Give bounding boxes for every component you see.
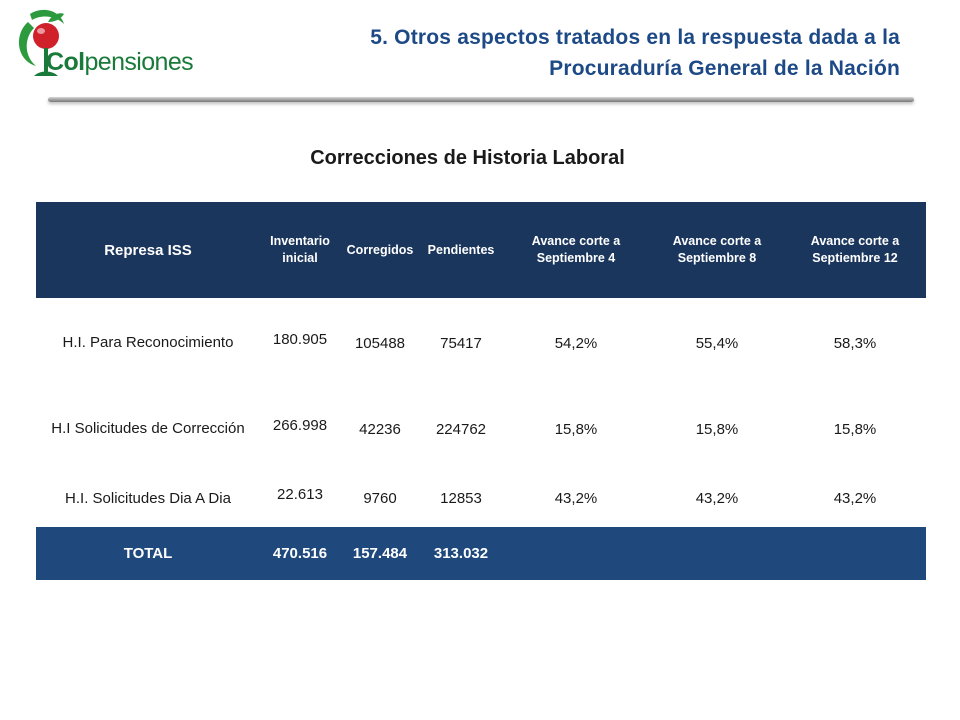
section-title: Correcciones de Historia Laboral [310,147,625,169]
page-title: 5. Otros aspectos tratados en la respues… [260,22,900,84]
cell-avance-sep12: 15,8% [833,420,877,438]
cell-corregidos: 9760 [363,490,397,507]
cell-corregidos: 105488 [354,334,406,352]
row-label: H.I. Para Reconocimiento [62,334,234,351]
logo-wordmark: Colpensiones [46,48,194,76]
column-header-inventario: Inventario inicial [270,234,330,265]
total-pendientes: 313.032 [433,545,489,562]
column-header-pendientes: Pendientes [427,242,495,257]
cell-avance-sep8: 55,4% [695,334,739,352]
cell-avance-sep4: 15,8% [554,420,598,438]
cell-corregidos: 42236 [359,420,401,438]
cell-inventario: 22.613 [277,486,323,503]
column-header-corregidos: Corregidos [346,242,414,257]
column-header-represa: Represa ISS [104,241,192,259]
page-title-line-1: 5. Otros aspectos tratados en la respues… [370,26,900,49]
cell-avance-sep4: 54,2% [554,334,598,352]
header-divider [48,97,914,102]
table-row: H.I. Para Reconocimiento 180.905 105488 … [36,298,926,388]
column-header-avance-sep12: Avance corte a Septiembre 12 [810,234,900,265]
table-header-row: Represa ISS Inventario inicial Corregido… [36,202,926,298]
cell-pendientes: 224762 [435,420,487,438]
total-label: TOTAL [123,545,173,562]
total-corregidos: 157.484 [352,545,408,562]
row-label: H.I. Solicitudes Dia A Dia [65,489,231,507]
colpensiones-logo: Colpensiones [10,4,200,84]
cell-pendientes: 12853 [440,490,482,507]
total-inventario: 470.516 [272,545,328,562]
cell-avance-sep8: 43,2% [695,490,739,507]
historia-laboral-table: Represa ISS Inventario inicial Corregido… [36,202,926,580]
table-row: H.I. Solicitudes Dia A Dia 22.613 9760 1… [36,470,926,527]
cell-inventario: 266.998 [272,416,328,434]
cell-avance-sep12: 43,2% [833,490,877,507]
colpensiones-emblem-icon [18,9,64,76]
cell-pendientes: 75417 [440,334,482,352]
table-row: H.I Solicitudes de Corrección 266.998 42… [36,388,926,470]
column-header-avance-sep4: Avance corte a Septiembre 4 [531,234,621,265]
page-title-line-2: Procuraduría General de la Nación [549,57,900,80]
cell-avance-sep12: 58,3% [833,334,877,352]
column-header-avance-sep8: Avance corte a Septiembre 8 [672,234,762,265]
cell-avance-sep4: 43,2% [554,490,598,507]
table-total-row: TOTAL 470.516 157.484 313.032 [36,527,926,580]
row-label: H.I Solicitudes de Corrección [51,420,245,437]
cell-avance-sep8: 15,8% [695,420,739,438]
cell-inventario: 180.905 [272,330,328,348]
